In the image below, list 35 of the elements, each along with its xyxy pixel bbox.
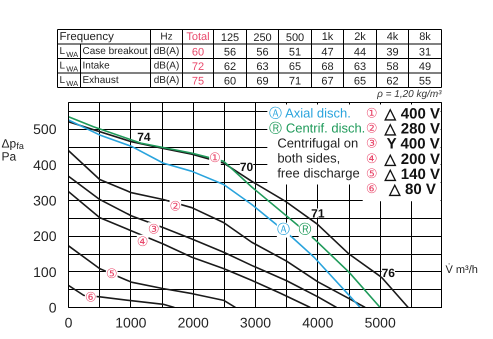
annotation: ⑤ △ 140 V	[366, 166, 440, 184]
y-tick-label: 100	[33, 264, 57, 280]
annotation: ②	[170, 199, 182, 214]
text: Frequency Hz Total 125 250 500 1k 2k 4k 8k	[60, 30, 431, 44]
annotation: ① △ 400 V	[366, 105, 440, 122]
x-axis-title: V̇ m³/h	[446, 263, 478, 276]
annotation: 74	[137, 130, 151, 144]
annotation: ③	[148, 222, 160, 238]
annotation: Ⓐ	[276, 222, 290, 238]
annotation: 70	[240, 160, 254, 174]
y-tick-label: 300	[33, 192, 57, 209]
annotation: Centrifugal on both sides, free discharge	[277, 136, 360, 181]
annotation: 76	[382, 266, 396, 280]
annotation: ④ △ 200 V	[366, 150, 440, 168]
annotation: ③ Y 400 V	[366, 136, 440, 153]
annotation: 71	[311, 206, 325, 221]
annotation: ④	[136, 234, 148, 250]
annotation: ⑤	[106, 267, 118, 282]
y-tick-label: 400	[33, 156, 57, 173]
annotation: Ⓐ Axial disch.	[269, 106, 351, 121]
y-tick-label: 0	[48, 300, 57, 316]
x-tick-label: 1000	[115, 314, 147, 330]
y-tick-label: 500	[33, 121, 57, 138]
annotation: Ⓡ Centrif. disch.	[269, 120, 366, 136]
x-tick-label: 2000	[178, 314, 209, 330]
y-tick-label: 200	[33, 228, 57, 244]
text: ρ = 1,20 kg/m³	[376, 89, 442, 100]
annotation: ⑥ △ 80 V	[366, 181, 436, 198]
annotation: ② △ 280 V	[366, 120, 440, 138]
x-tick-label: 0	[64, 314, 73, 330]
x-tick-label: 5000	[364, 314, 396, 330]
x-tick-label: 4000	[302, 314, 334, 330]
annotation: ①	[209, 150, 221, 166]
annotation: Ⓡ	[298, 222, 312, 238]
x-tick-label: 3000	[240, 314, 272, 330]
